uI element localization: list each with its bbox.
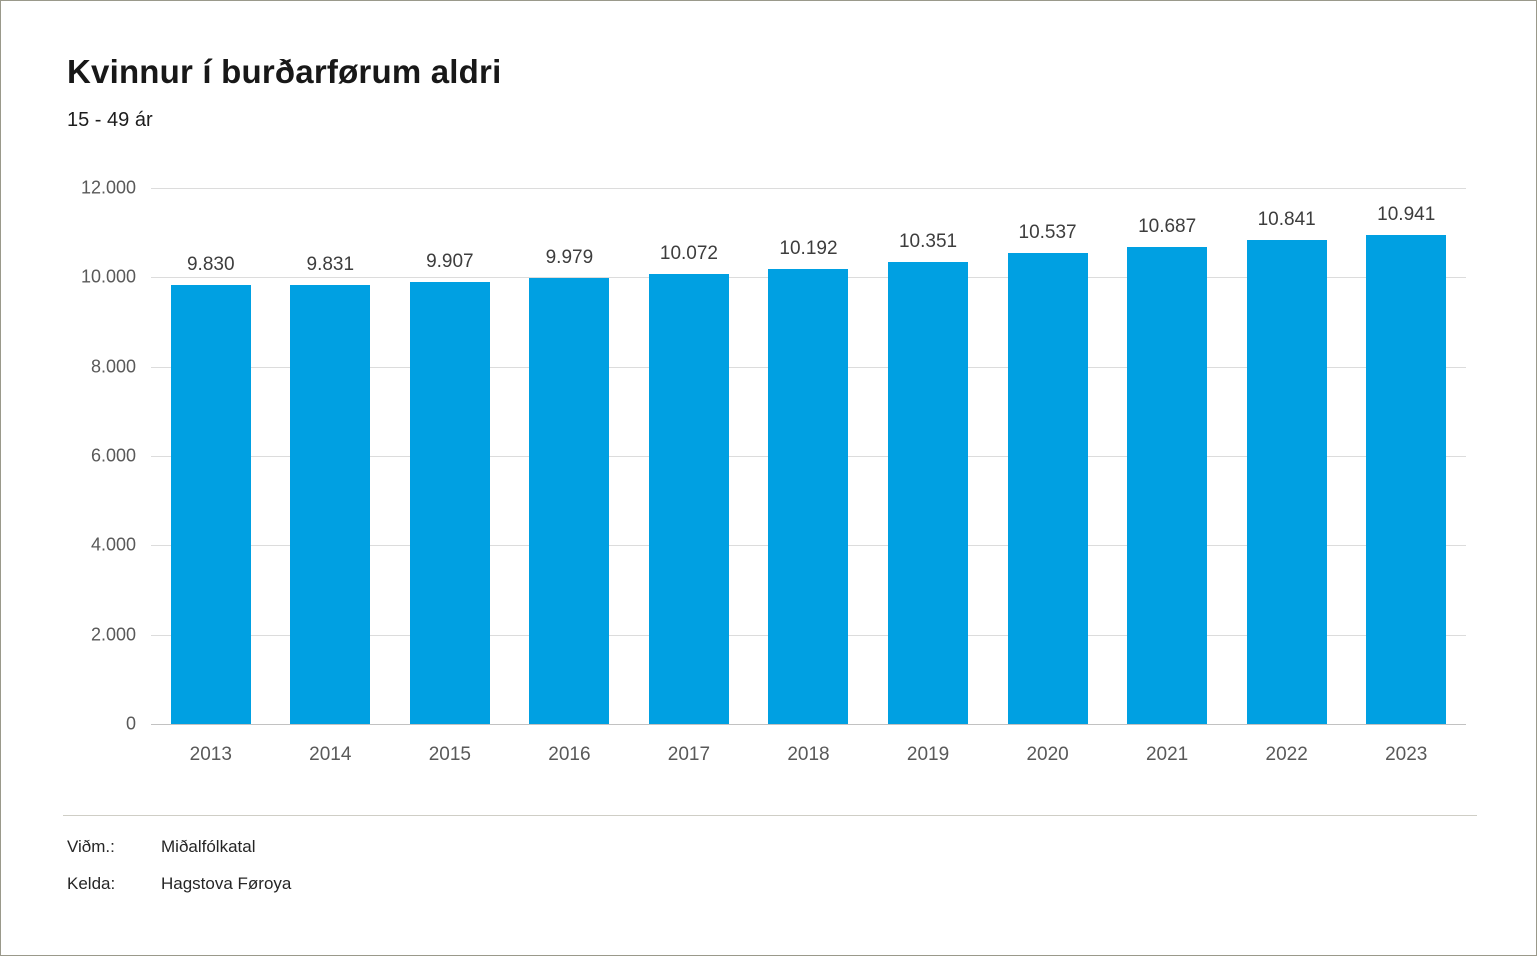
- y-axis-tick-label: 8.000: [90, 356, 136, 377]
- y-axis-tick-label: 12.000: [80, 177, 136, 198]
- footnote-vidm: Viðm.: Miðalfólkatal: [67, 837, 256, 857]
- x-axis-tick-label: 2016: [548, 744, 591, 765]
- bar-2022[interactable]: [1246, 239, 1327, 724]
- x-axis-tick-label: 2021: [1145, 744, 1189, 765]
- bar-value-label: 9.907: [426, 250, 474, 272]
- footnote-label: Kelda:: [67, 874, 116, 893]
- x-axis-tick-label: 2023: [1385, 744, 1428, 765]
- x-axis-tick-label: 2019: [906, 744, 950, 765]
- bar-value-label: 9.830: [186, 253, 235, 275]
- bar-slot: 10.072: [629, 188, 749, 724]
- chart-title: Kvinnur í burðarførum aldri: [67, 53, 502, 90]
- bar-2018[interactable]: [768, 268, 849, 724]
- bar-2014[interactable]: [290, 284, 371, 724]
- bar-2023[interactable]: [1366, 235, 1447, 724]
- x-axis-tick-label: 2013: [189, 744, 232, 765]
- bar-value-label: 10.841: [1257, 208, 1316, 230]
- bar-value-label: 10.941: [1377, 204, 1436, 226]
- bar-slot: 10.351: [868, 188, 988, 724]
- bar-2019[interactable]: [888, 261, 969, 724]
- footnote-value: Miðalfólkatal: [161, 837, 256, 856]
- bar-slot: 10.687: [1107, 188, 1227, 724]
- footnote-value: Hagstova Føroya: [161, 874, 292, 893]
- bar-2017[interactable]: [648, 274, 729, 724]
- x-axis-tick-label: 2020: [1026, 744, 1069, 765]
- bar-value-label: 9.979: [545, 247, 594, 269]
- y-axis-tick-label: 6.000: [90, 445, 136, 466]
- footer-divider: [63, 815, 1477, 816]
- bar-2016[interactable]: [529, 278, 610, 724]
- x-axis-tick-label: 2022: [1265, 744, 1308, 765]
- x-axis-tick-label: 2018: [787, 744, 830, 765]
- y-axis-tick-label: 4.000: [90, 534, 136, 555]
- y-axis-tick-label: 0: [125, 713, 136, 734]
- footnote-label: Viðm.:: [67, 837, 115, 856]
- bar-slot: 10.537: [988, 188, 1108, 724]
- bar-value-label: 10.192: [779, 237, 838, 259]
- bar-slot: 10.841: [1227, 188, 1347, 724]
- bar-value-label: 10.351: [898, 230, 958, 252]
- chart-subtitle: 15 - 49 ár: [67, 109, 153, 131]
- x-axis-tick-label: 2014: [309, 744, 352, 765]
- bar-chart-plot-area: 9.830 9.831 9.907 9.979 10.072 10.192 10.351 10…: [151, 188, 1466, 725]
- gridline: [151, 188, 1466, 189]
- x-axis-line: [151, 724, 1466, 725]
- bar-slot: 9.979: [510, 188, 630, 724]
- bar-slot: 10.192: [749, 188, 869, 724]
- bar-2020[interactable]: [1007, 253, 1088, 724]
- x-axis-tick-label: 2017: [667, 744, 711, 765]
- bar-slot: 9.830: [151, 188, 271, 724]
- bar-2013[interactable]: [170, 284, 251, 724]
- bar-2015[interactable]: [409, 281, 490, 724]
- bar-value-label: 10.537: [1018, 222, 1077, 244]
- y-axis-tick-label: 2.000: [90, 624, 136, 645]
- bar-slot: 10.941: [1346, 188, 1466, 724]
- bar-value-label: 9.831: [306, 253, 355, 275]
- bar-slot: 9.907: [390, 188, 510, 724]
- bar-2021[interactable]: [1127, 246, 1208, 724]
- bar-value-label: 10.687: [1138, 215, 1197, 237]
- bar-value-label: 10.072: [659, 243, 718, 265]
- footnote-kelda: Kelda: Hagstova Føroya: [67, 874, 291, 894]
- x-axis-tick-label: 2015: [428, 744, 471, 765]
- bar-slot: 9.831: [271, 188, 391, 724]
- y-axis-tick-label: 10.000: [80, 266, 136, 287]
